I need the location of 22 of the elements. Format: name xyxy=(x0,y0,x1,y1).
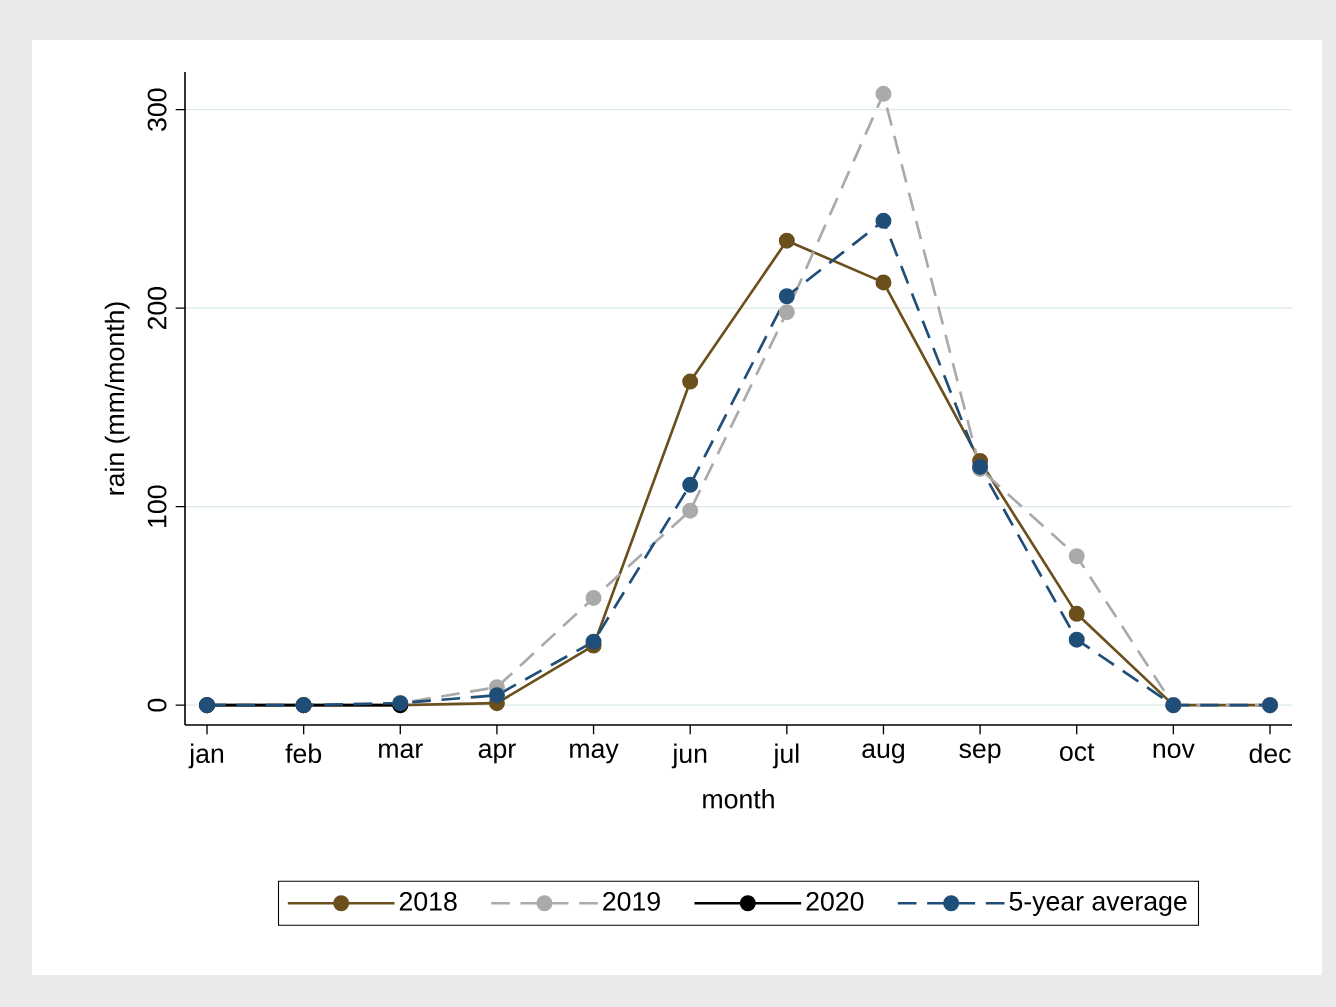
legend-label: 2020 xyxy=(806,891,864,911)
x-tick-label: jan xyxy=(188,743,224,769)
x-tick-label: dec xyxy=(1249,743,1291,764)
y-tick-label: 200 xyxy=(147,286,167,330)
x-tick-label: oct xyxy=(1060,743,1095,761)
x-tick-label: may xyxy=(570,743,619,764)
x-tick-label: apr xyxy=(478,743,516,764)
x-tick-label: sep xyxy=(959,743,1001,764)
y-tick-label: 100 xyxy=(147,485,167,527)
y-tick-label: 0 xyxy=(147,698,167,712)
y-axis-title: rain (mm/month) xyxy=(104,302,130,495)
legend-label: 2019 xyxy=(603,891,660,911)
x-tick-label: jul xyxy=(772,743,799,769)
x-tick-label: jun xyxy=(671,743,707,769)
x-axis-title: month xyxy=(703,789,774,809)
x-tick-label: nov xyxy=(1153,743,1195,759)
x-tick-label: mar xyxy=(379,743,423,759)
x-tick-label: aug xyxy=(862,743,904,764)
legend-label: 5-year average xyxy=(1009,892,1187,916)
x-tick-label: feb xyxy=(285,743,322,764)
y-tick-label: 300 xyxy=(147,88,167,131)
legend-label: 2018 xyxy=(399,891,457,911)
